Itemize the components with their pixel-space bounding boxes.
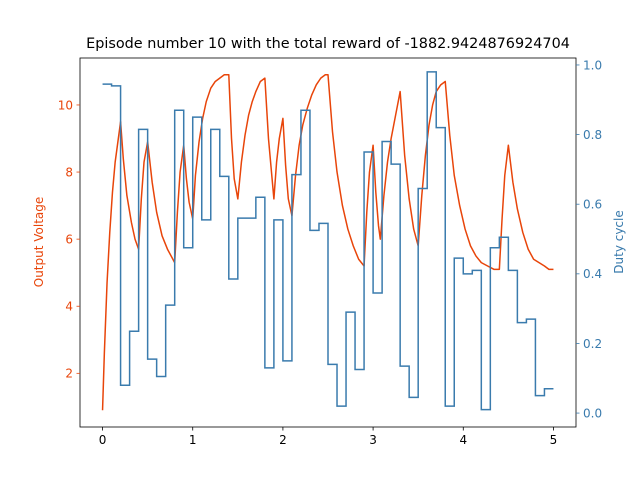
x-axis-ticks: 0 1 2 3 4 5 [99,427,558,447]
left-tick-label: 2 [65,367,73,381]
plot-frame [79,57,577,428]
right-tick-label: 1.0 [583,58,602,72]
left-tick-label: 6 [65,232,73,246]
right-tick-label: 0.6 [583,198,602,212]
right-tick-label: 0.0 [583,406,602,420]
x-tick-label: 3 [369,433,377,447]
right-axis-label: Duty cycle [612,210,626,273]
right-tick-label: 0.2 [583,337,602,351]
right-axis-ticks: 0.0 0.2 0.4 0.6 0.8 1.0 [576,58,602,420]
chart-title: Episode number 10 with the total reward … [86,36,570,52]
x-tick-label: 0 [99,433,107,447]
right-tick-label: 0.8 [583,128,602,142]
plot-lines [101,71,554,411]
left-tick-label: 8 [65,165,73,179]
x-tick-label: 1 [189,433,197,447]
left-axis-label: Output Voltage [32,197,46,288]
duty-cycle-line [102,71,554,411]
left-axis-ticks: 2 4 6 8 10 [58,98,80,381]
x-tick-label: 4 [459,433,467,447]
left-tick-label: 10 [58,98,73,112]
left-tick-label: 4 [65,300,73,314]
x-tick-label: 5 [550,433,558,447]
x-tick-label: 2 [279,433,287,447]
right-tick-label: 0.4 [583,267,602,281]
